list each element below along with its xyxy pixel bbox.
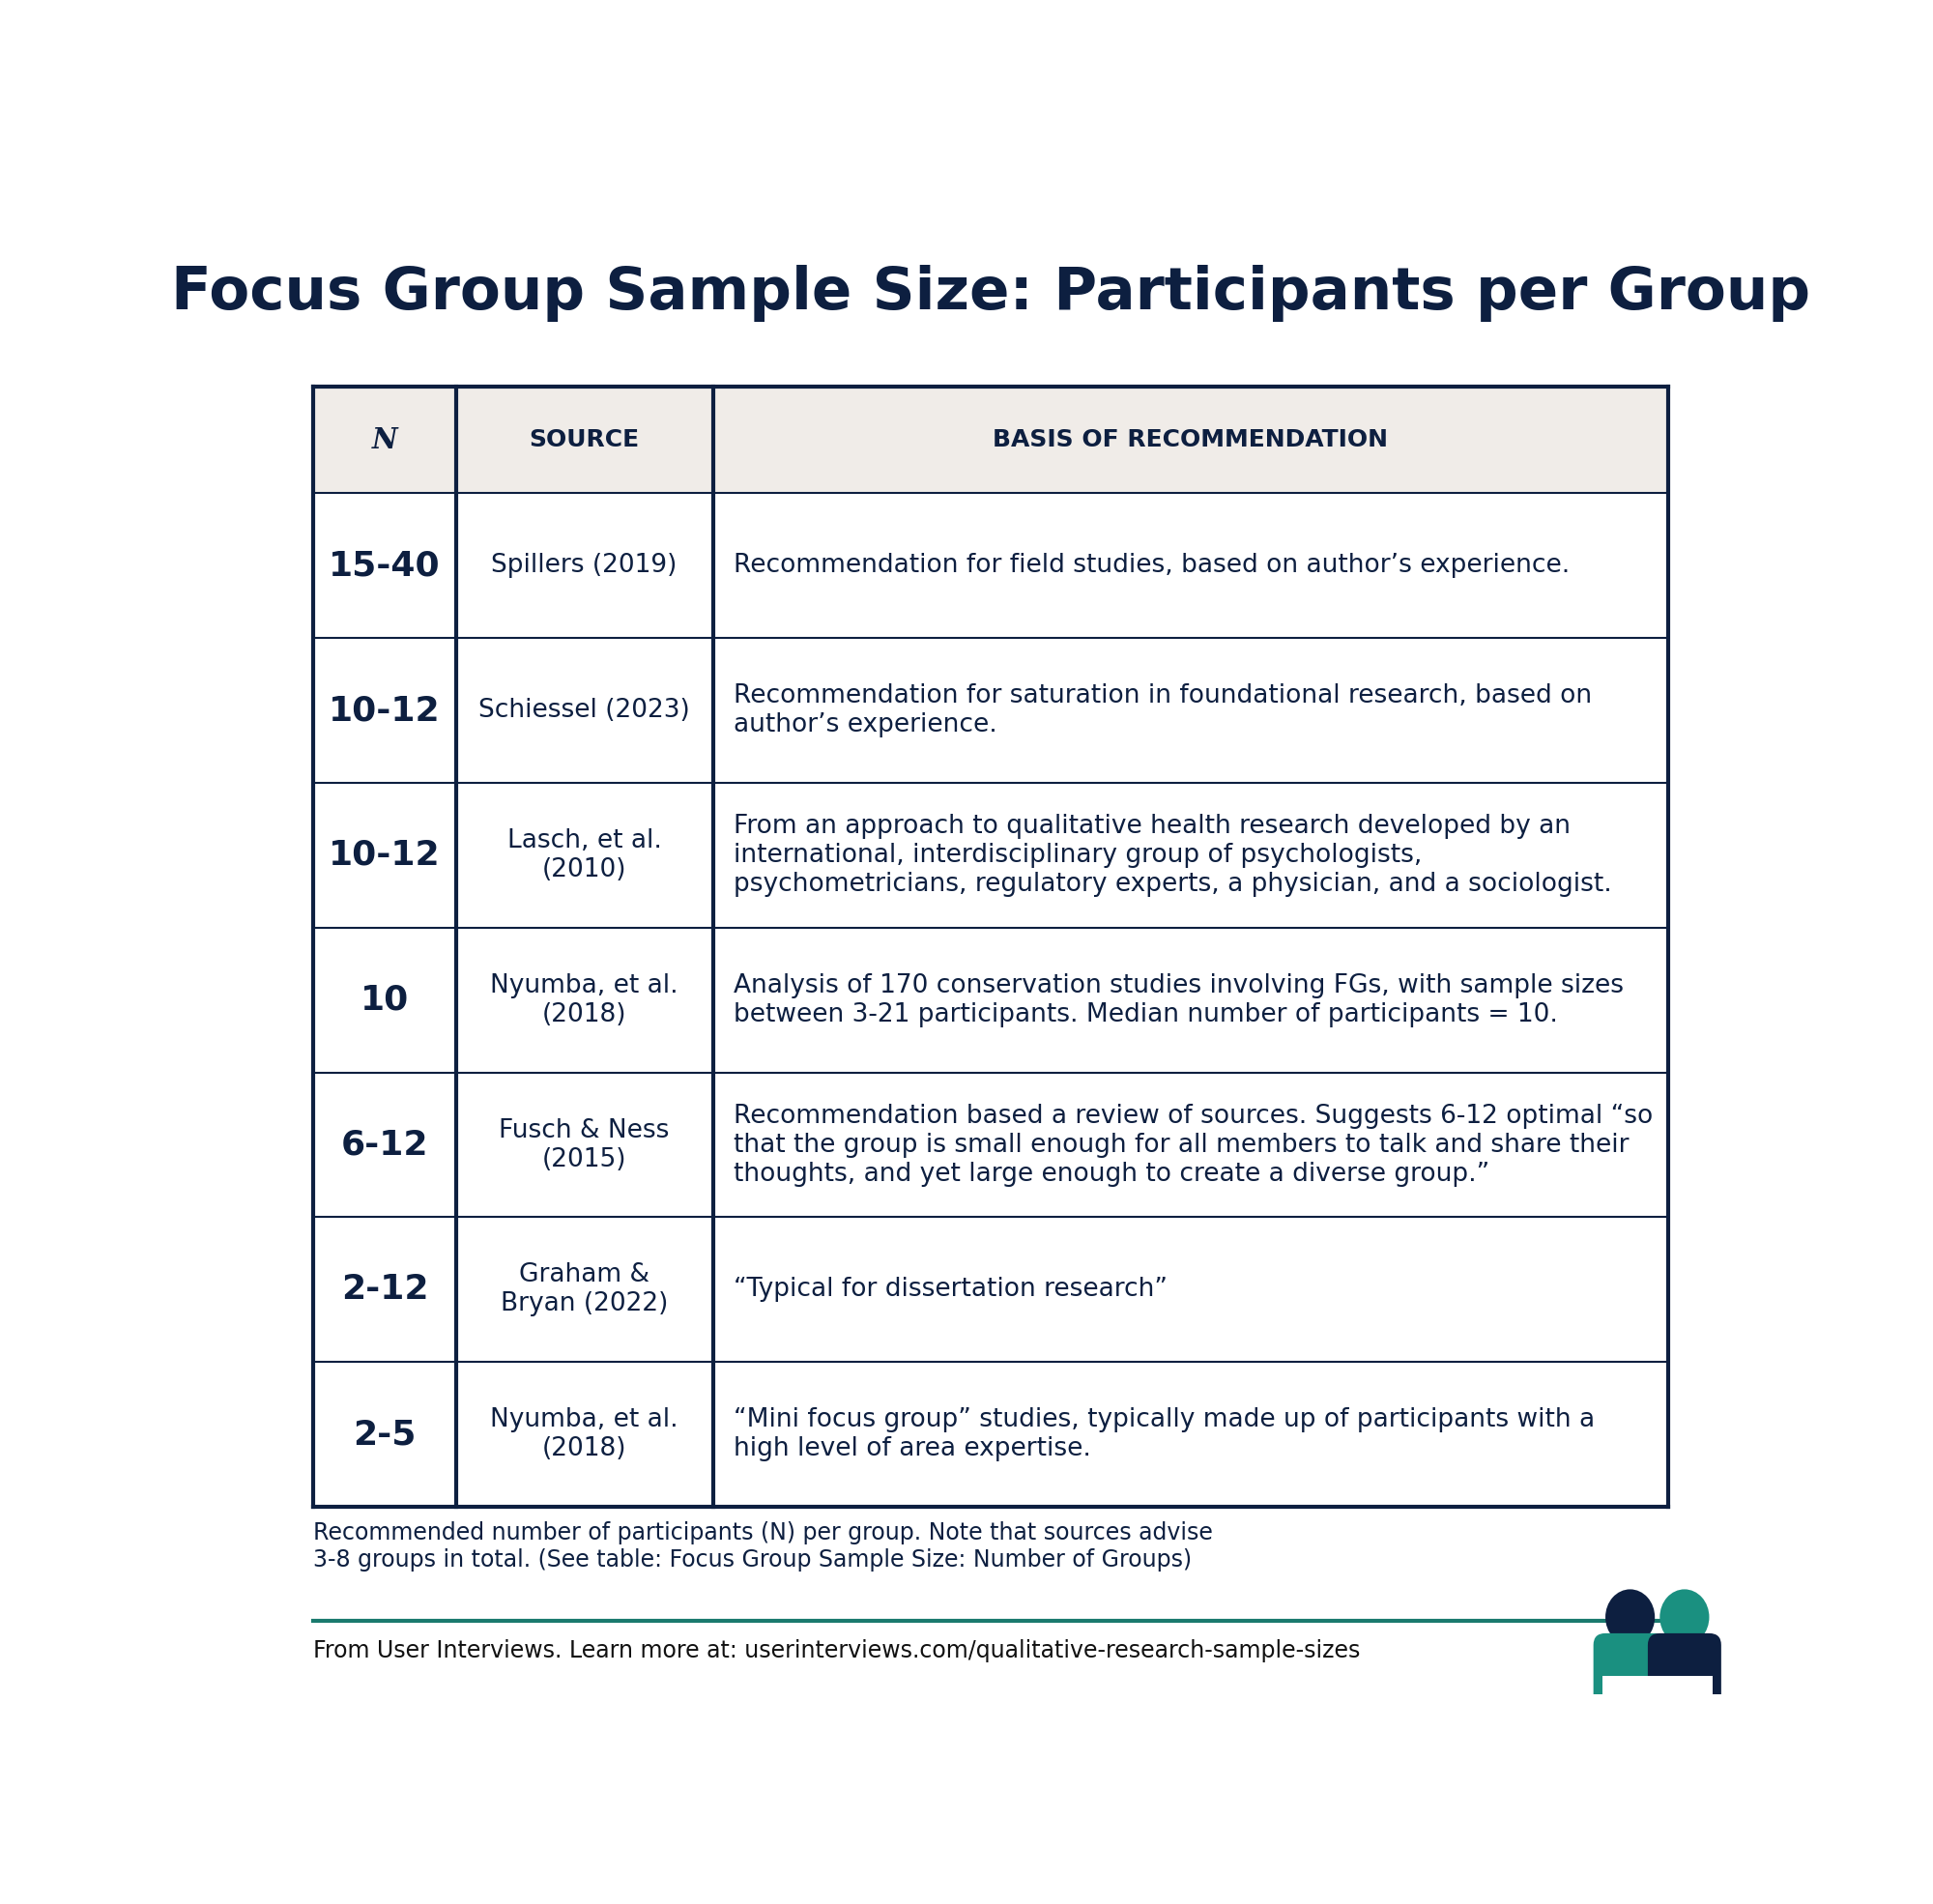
Bar [313, 1361, 1668, 1506]
Text: Lasch, et al.
(2010): Lasch, et al. (2010) [506, 828, 661, 882]
Text: BASIS OF RECOMMENDATION: BASIS OF RECOMMENDATION [994, 428, 1388, 451]
Text: Spillers (2019): Spillers (2019) [491, 552, 677, 579]
Text: From an approach to qualitative health research developed by an
international, i: From an approach to qualitative health r… [735, 813, 1612, 897]
Text: SOURCE: SOURCE [530, 428, 640, 451]
Text: From User Interviews. Learn more at: userinterviews.com/qualitative-research-sam: From User Interviews. Learn more at: use… [313, 1639, 1361, 1662]
Ellipse shape [1606, 1590, 1655, 1645]
Bar [313, 638, 1668, 783]
Text: 10-12: 10-12 [329, 840, 441, 872]
FancyBboxPatch shape [1647, 1634, 1720, 1712]
Text: Focus Group Sample Size: Participants per Group: Focus Group Sample Size: Participants pe… [170, 265, 1811, 322]
Text: Recommendation for field studies, based on author’s experience.: Recommendation for field studies, based … [735, 552, 1570, 579]
Text: Schiessel (2023): Schiessel (2023) [479, 699, 690, 724]
Text: “Typical for dissertation research”: “Typical for dissertation research” [735, 1278, 1168, 1302]
Ellipse shape [1660, 1590, 1709, 1645]
Text: 6-12: 6-12 [340, 1129, 429, 1161]
Text: Nyumba, et al.
(2018): Nyumba, et al. (2018) [491, 1407, 678, 1462]
Text: Recommended number of participants (N) per group. Note that sources advise
3-8 g: Recommended number of participants (N) p… [313, 1521, 1214, 1571]
Bar [313, 927, 1668, 1072]
Text: Fusch & Ness
(2015): Fusch & Ness (2015) [499, 1118, 669, 1173]
Text: N: N [371, 426, 398, 453]
Text: Recommendation based a review of sources. Suggests 6-12 optimal “so
that the gro: Recommendation based a review of sources… [735, 1102, 1653, 1186]
FancyBboxPatch shape [1593, 1634, 1666, 1712]
Bar [313, 783, 1668, 927]
Text: 2-12: 2-12 [340, 1274, 429, 1306]
Text: Analysis of 170 conservation studies involving FGs, with sample sizes
between 3-: Analysis of 170 conservation studies inv… [735, 973, 1624, 1026]
Text: Graham &
Bryan (2022): Graham & Bryan (2022) [501, 1262, 669, 1318]
Text: 10: 10 [360, 984, 410, 1017]
Text: 15-40: 15-40 [329, 548, 441, 583]
Text: “Mini focus group” studies, typically made up of participants with a
high level : “Mini focus group” studies, typically ma… [735, 1407, 1595, 1462]
Bar [313, 387, 1668, 493]
Bar [1657, 1676, 1713, 1704]
Bar [313, 1217, 1668, 1361]
Text: Recommendation for saturation in foundational research, based on
author’s experi: Recommendation for saturation in foundat… [735, 684, 1593, 737]
Text: Nyumba, et al.
(2018): Nyumba, et al. (2018) [491, 973, 678, 1026]
Bar [1602, 1676, 1659, 1704]
Text: 2-5: 2-5 [354, 1418, 416, 1451]
Text: 10-12: 10-12 [329, 695, 441, 727]
Bar [313, 493, 1668, 638]
Bar [313, 1072, 1668, 1217]
